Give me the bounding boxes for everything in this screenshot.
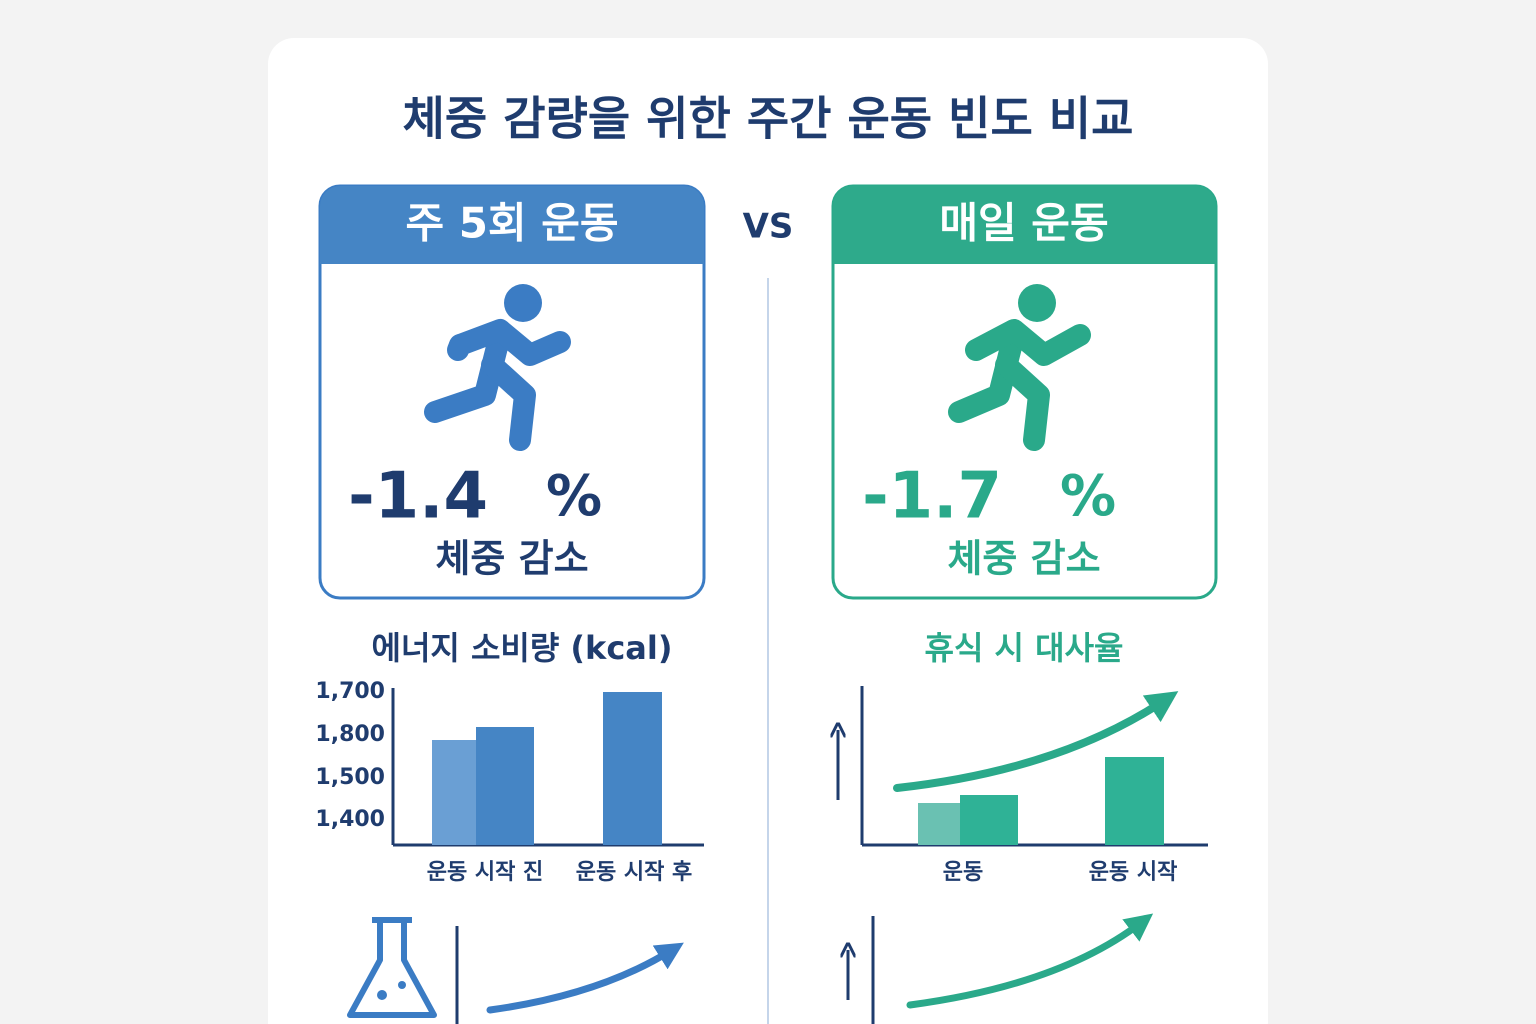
runner-icon bbox=[424, 284, 571, 451]
bar bbox=[1105, 757, 1164, 845]
y-tick-label: 1,500 bbox=[315, 765, 385, 790]
x-tick-label: 운동 시작 bbox=[1089, 860, 1178, 885]
y-tick-label: 1,700 bbox=[315, 679, 385, 704]
panel-header-text: 매일 운동 bbox=[939, 199, 1108, 248]
change-value: -1.7 bbox=[862, 460, 1002, 534]
vs-label: VS bbox=[743, 207, 794, 247]
trend-arrow bbox=[893, 691, 1179, 792]
bar bbox=[432, 740, 478, 845]
panel-header bbox=[320, 186, 704, 264]
bar bbox=[960, 795, 1018, 845]
right-chart: 휴식 시 대사율 운동 운동 시작 bbox=[838, 629, 1208, 885]
bar bbox=[476, 727, 534, 845]
bottom-left bbox=[347, 917, 684, 1024]
trend-arrow bbox=[906, 913, 1154, 1009]
change-unit: % bbox=[546, 464, 602, 529]
bar bbox=[603, 692, 662, 845]
left-panel: 주 5회 운동 -1.4 % 체중 감소 bbox=[318, 184, 706, 600]
panel-header bbox=[833, 186, 1216, 264]
change-unit: % bbox=[1060, 464, 1116, 529]
right-panel: 매일 운동 -1.7 % 체중 감소 bbox=[831, 184, 1218, 600]
caption: 체중 감소 bbox=[435, 537, 588, 581]
x-tick-label: 운동 시작 후 bbox=[576, 860, 693, 885]
bar bbox=[918, 803, 962, 845]
caption: 체중 감소 bbox=[947, 537, 1100, 581]
bottom-right bbox=[848, 913, 1154, 1024]
y-tick-label: 1,400 bbox=[315, 807, 385, 832]
runner-icon bbox=[948, 284, 1091, 451]
x-tick-label: 운동 bbox=[943, 860, 983, 885]
chart-title: 에너지 소비량 (kcal) bbox=[372, 629, 673, 667]
trend-arrow bbox=[486, 942, 684, 1014]
chart-title: 휴식 시 대사율 bbox=[925, 629, 1124, 667]
title: 체중 감량을 위한 주간 운동 빈도 비교 bbox=[403, 92, 1134, 146]
change-value: -1.4 bbox=[348, 460, 488, 534]
flask-icon bbox=[347, 917, 437, 1018]
panel-header-text: 주 5회 운동 bbox=[405, 199, 618, 248]
y-tick-label: 1,800 bbox=[315, 722, 385, 747]
x-tick-label: 운동 시작 진 bbox=[427, 860, 544, 885]
left-chart: 에너지 소비량 (kcal) 1,700 1,800 1,500 1,400 운… bbox=[315, 629, 704, 885]
